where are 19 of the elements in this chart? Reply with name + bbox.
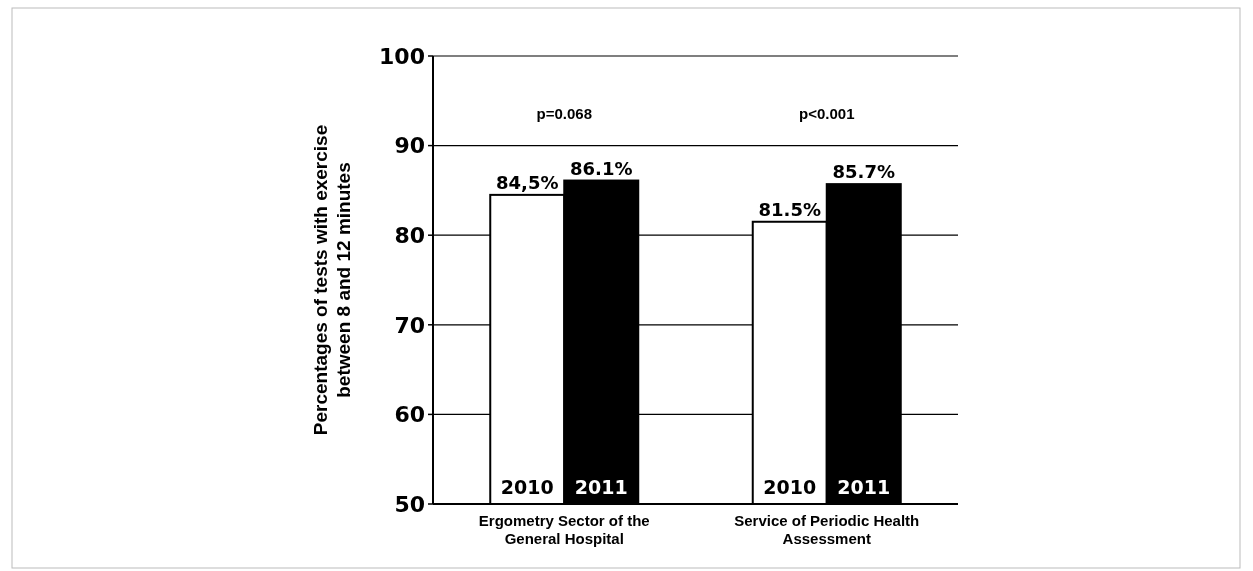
annotation: p=0.068 [536, 104, 592, 122]
x-tick-label: Service of Periodic Health Assessment [734, 512, 920, 547]
data-label: 81.5% [758, 198, 821, 220]
data-label: 86.1% [570, 157, 633, 179]
x-tick-label: Ergometry Sector of the General Hospital [478, 512, 650, 547]
y-tick-label: 50 [394, 491, 425, 517]
data-label: 85.7% [832, 161, 895, 183]
series-label: 2011 [574, 476, 628, 498]
y-tick-label: 100 [379, 43, 425, 69]
y-tick-label: 70 [394, 312, 425, 338]
text: 2011 [837, 476, 891, 498]
data-label: 84,5% [496, 171, 559, 193]
annotation: p<0.001 [799, 104, 855, 122]
series-label: 2010 [500, 476, 554, 498]
y-tick-label: 60 [394, 402, 425, 428]
y-axis-title: Percentages of tests with exercise between 8 and 12 minutes [310, 124, 354, 436]
text: 2010 [763, 476, 817, 498]
y-tick-label: 90 [394, 133, 425, 159]
y-tick-label: 80 [394, 222, 425, 248]
